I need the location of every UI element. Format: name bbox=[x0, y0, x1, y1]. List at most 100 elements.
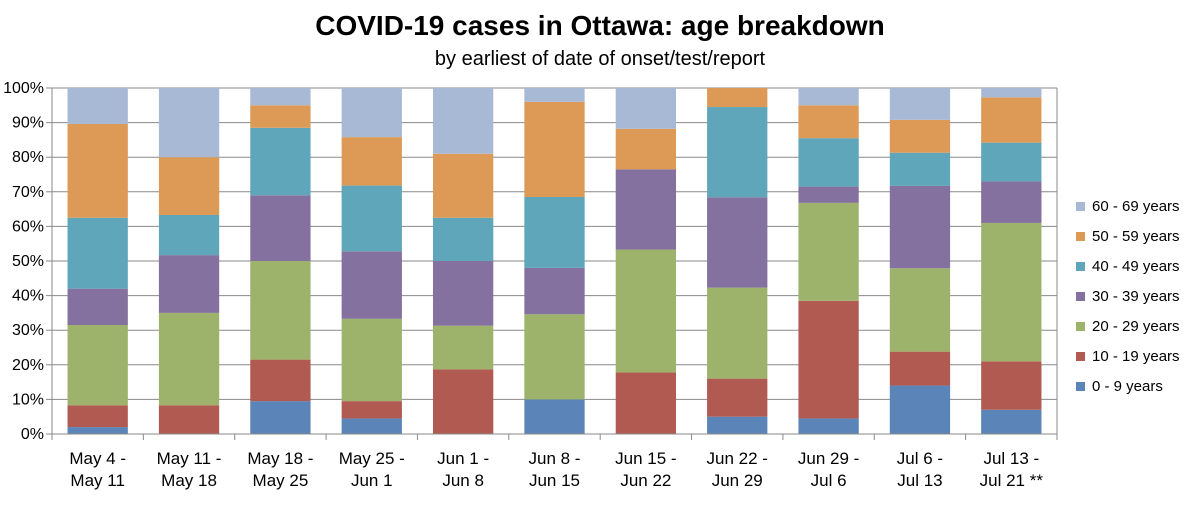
legend-label: 60 - 69 years bbox=[1092, 198, 1180, 215]
bar-segment bbox=[889, 88, 951, 120]
bar-segment bbox=[341, 88, 402, 138]
bar-segment bbox=[432, 261, 494, 326]
bar-segment bbox=[432, 88, 494, 154]
x-tick-label: May 25 -Jun 1 bbox=[339, 449, 405, 490]
y-tick-label: 60% bbox=[12, 218, 44, 235]
legend-swatch bbox=[1076, 352, 1085, 361]
bar-segment bbox=[798, 418, 859, 434]
bar-segment bbox=[250, 127, 311, 196]
bar-segment bbox=[889, 152, 951, 186]
bar-segment bbox=[981, 142, 1042, 182]
x-tick-label: May 18 -May 25 bbox=[247, 449, 313, 490]
y-tick-label: 80% bbox=[12, 149, 44, 166]
bar-segment bbox=[250, 105, 311, 128]
x-tick-label: Jul 13 -Jul 21 ** bbox=[980, 449, 1044, 490]
y-tick-label: 50% bbox=[12, 253, 44, 270]
bar-segment bbox=[341, 137, 402, 186]
bar-segment bbox=[524, 399, 585, 434]
axes: 0% 10% 20% 30% 40% 50% 60% 70% 80% 90% 100% May 4 -… bbox=[3, 80, 1058, 490]
chart-subtitle: by earliest of date of onset/test/report bbox=[434, 48, 766, 70]
bar-segment bbox=[615, 249, 677, 373]
x-tick-label: Jun 1 -Jun 8 bbox=[437, 449, 489, 490]
bar-segment bbox=[250, 88, 311, 106]
legend-swatch bbox=[1076, 382, 1085, 391]
bar-segment bbox=[889, 385, 951, 434]
bar-segment bbox=[341, 418, 402, 434]
legend-swatch bbox=[1076, 322, 1085, 331]
bar-segment bbox=[158, 214, 220, 256]
x-tick-label: Jun 8 -Jun 15 bbox=[529, 449, 581, 490]
chart-title: COVID-19 cases in Ottawa: age breakdown bbox=[315, 10, 885, 41]
bar-segment bbox=[981, 361, 1042, 410]
bar-segment bbox=[67, 288, 128, 326]
bar-segment bbox=[981, 222, 1042, 362]
x-tick-label: Jun 22 -Jun 29 bbox=[707, 449, 768, 490]
bar-segment bbox=[432, 217, 494, 261]
bar-segment bbox=[341, 401, 402, 419]
bar-segment bbox=[250, 261, 311, 360]
bar-segment bbox=[158, 255, 220, 313]
bar-segment bbox=[524, 267, 585, 315]
bar-segment bbox=[432, 369, 494, 434]
x-tick-label: May 4 -May 11 bbox=[69, 449, 126, 490]
legend-label: 50 - 59 years bbox=[1092, 228, 1180, 245]
bar-segment bbox=[67, 88, 128, 124]
legend-label: 10 - 19 years bbox=[1092, 348, 1180, 365]
bar-segment bbox=[524, 101, 585, 197]
bar-segment bbox=[67, 405, 128, 428]
bar-segment bbox=[158, 312, 220, 406]
bar-segment bbox=[707, 378, 768, 417]
bar-segment bbox=[798, 300, 859, 419]
legend-label: 30 - 39 years bbox=[1092, 288, 1180, 305]
bar-segment bbox=[67, 427, 128, 434]
bar-segment bbox=[798, 186, 859, 203]
legend-label: 40 - 49 years bbox=[1092, 258, 1180, 275]
legend: 60 - 69 years 50 - 59 years 40 - 49 years 3… bbox=[1076, 198, 1180, 395]
y-tick-label: 30% bbox=[12, 322, 44, 339]
bar-segment bbox=[158, 88, 220, 158]
bar-segment bbox=[158, 157, 220, 215]
bar-segment bbox=[158, 405, 220, 434]
bar-segment bbox=[524, 314, 585, 400]
bar-segment bbox=[615, 169, 677, 250]
bar-segment bbox=[798, 88, 859, 106]
y-tick-label: 100% bbox=[3, 80, 44, 97]
bar-segment bbox=[889, 185, 951, 269]
bars bbox=[67, 88, 1042, 434]
bar-segment bbox=[67, 325, 128, 406]
x-tick-label: Jun 29 -Jul 6 bbox=[798, 449, 859, 490]
bar-segment bbox=[981, 97, 1042, 143]
legend-swatch bbox=[1076, 202, 1085, 211]
y-tick-label: 90% bbox=[12, 115, 44, 132]
bar-segment bbox=[615, 88, 677, 129]
bar-segment bbox=[707, 416, 768, 434]
bar-segment bbox=[981, 181, 1042, 223]
y-tick-label: 40% bbox=[12, 288, 44, 305]
bar-segment bbox=[341, 251, 402, 319]
bar-segment bbox=[981, 88, 1042, 98]
bar-segment bbox=[615, 128, 677, 170]
bar-segment bbox=[707, 88, 768, 108]
bar-segment bbox=[250, 195, 311, 261]
bar-segment bbox=[341, 318, 402, 402]
bar-segment bbox=[524, 88, 585, 102]
bar-segment bbox=[707, 197, 768, 288]
y-tick-label: 20% bbox=[12, 357, 44, 374]
x-tick-label: Jun 15 -Jun 22 bbox=[615, 449, 676, 490]
bar-segment bbox=[250, 401, 311, 434]
bar-segment bbox=[524, 196, 585, 268]
x-tick-label: Jul 6 -Jul 13 bbox=[897, 449, 943, 490]
bar-segment bbox=[615, 372, 677, 434]
bar-segment bbox=[432, 325, 494, 370]
bar-segment bbox=[798, 105, 859, 139]
legend-swatch bbox=[1076, 232, 1085, 241]
bar-segment bbox=[67, 123, 128, 218]
bar-segment bbox=[889, 119, 951, 153]
bar-segment bbox=[981, 409, 1042, 434]
bar-segment bbox=[798, 138, 859, 187]
x-tick-label: May 11 -May 18 bbox=[157, 449, 222, 490]
legend-swatch bbox=[1076, 262, 1085, 271]
y-tick-label: 0% bbox=[21, 426, 44, 443]
bar-segment bbox=[889, 351, 951, 386]
